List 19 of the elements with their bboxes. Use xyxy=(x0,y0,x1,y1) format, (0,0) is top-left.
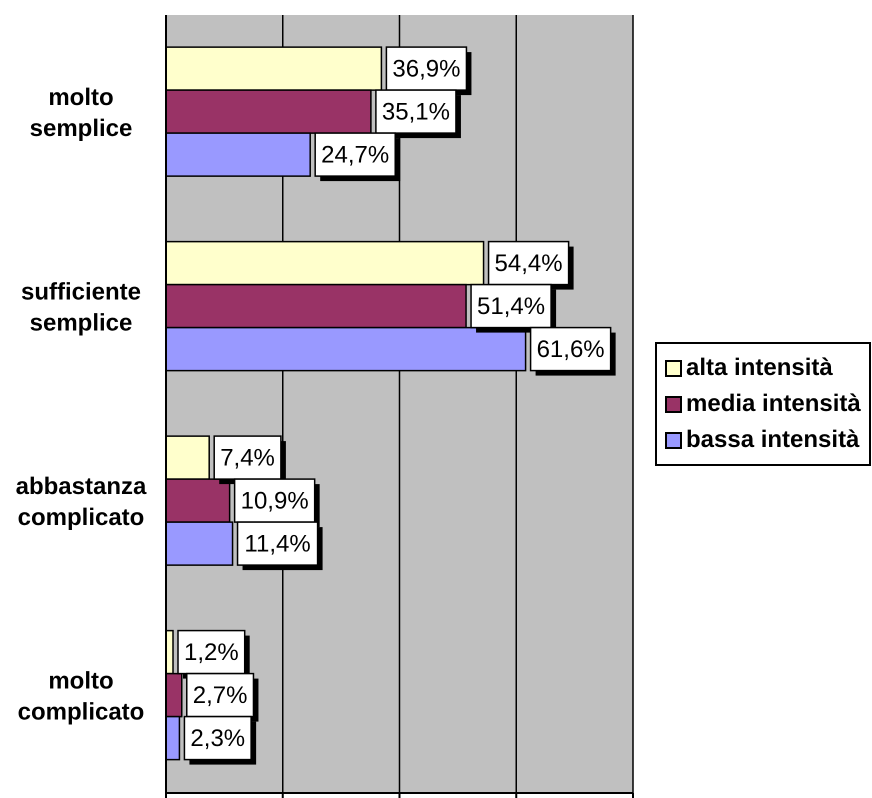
y-tick-label: molto semplice xyxy=(30,83,132,142)
y-tick-label: sufficiente semplice xyxy=(20,278,142,336)
legend-label: media intensità xyxy=(686,389,861,419)
y-tick-label: abbastanza complicato xyxy=(16,472,148,530)
data-label: 2,3% xyxy=(190,724,246,752)
data-label: 51,4% xyxy=(477,292,546,320)
data-label: 7,4% xyxy=(220,444,275,472)
data-label: 54,4% xyxy=(494,250,563,277)
data-label: 35,1% xyxy=(382,98,450,126)
data-label: 61,6% xyxy=(536,336,605,363)
data-label: 36,9% xyxy=(392,55,460,82)
data-label: 10,9% xyxy=(240,487,309,514)
data-label: 1,2% xyxy=(184,638,239,666)
legend-label: alta intensità xyxy=(686,353,833,383)
legend-label: bassa intensità xyxy=(686,425,860,455)
y-tick-label: molto complicato xyxy=(18,666,144,725)
data-label: 24,7% xyxy=(321,141,390,168)
data-label: 11,4% xyxy=(244,530,311,558)
data-label: 2,7% xyxy=(192,682,248,709)
